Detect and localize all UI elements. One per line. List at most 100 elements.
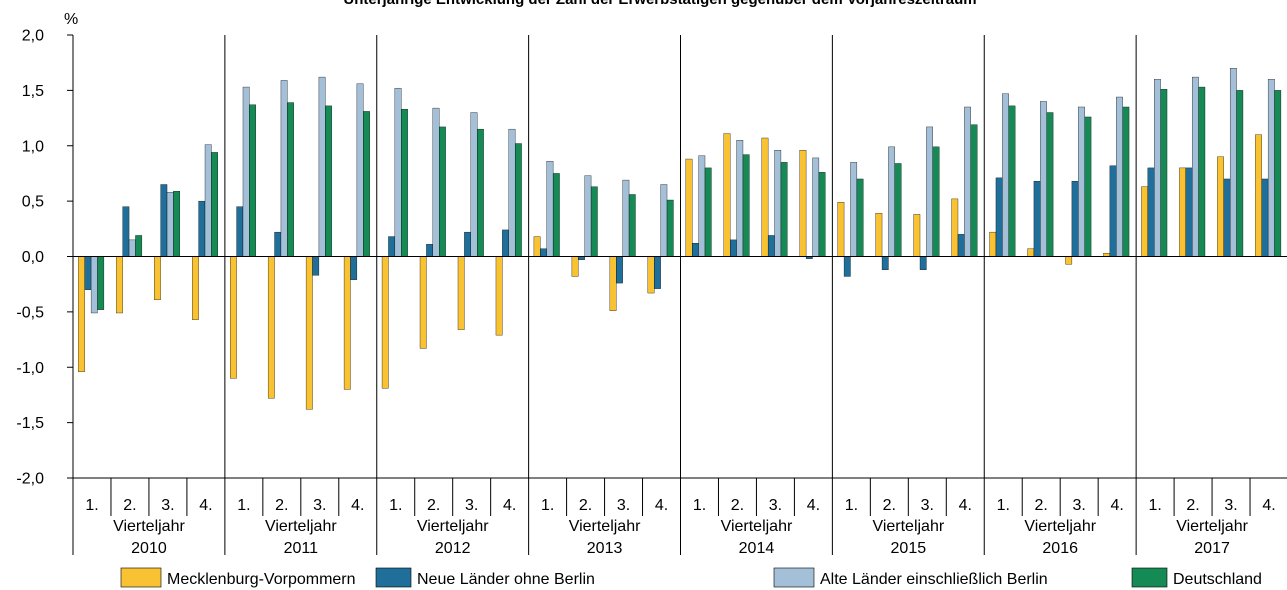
bar [666,199,674,257]
bar [799,150,807,257]
bar [318,76,326,257]
bar [685,158,693,257]
bar [609,256,617,311]
bar [1141,186,1148,257]
year-label: 2012 [435,540,471,557]
bar [1078,106,1085,257]
x-tick-label: 2. [1035,497,1048,514]
bar [356,83,364,257]
bar [211,152,218,257]
bar [116,256,123,314]
x-tick-label: 3. [1073,497,1086,514]
y-tick-label: 1,0 [22,138,44,155]
bar [401,109,408,257]
year-label: 2016 [1042,540,1078,557]
bar [1261,178,1269,257]
bar [78,256,85,372]
bar [698,155,706,257]
bar [1192,76,1199,257]
bar [1160,89,1168,257]
year-label: 2011 [284,540,319,557]
bar [287,102,294,257]
x-tick-label: 1. [845,497,858,514]
x-tick-label: 1. [85,497,98,514]
x-tick-label: 1. [237,497,250,514]
bar [989,231,997,257]
bar [1217,156,1224,257]
bar [850,162,858,257]
bar [1223,178,1231,257]
bar [1033,181,1041,257]
bar [1008,105,1016,257]
bar [230,256,237,379]
bar [881,256,889,270]
y-axis-unit-label: % [64,11,78,28]
bar [919,256,927,270]
bar [432,107,440,257]
bar [692,243,699,257]
bar [470,112,478,257]
bar [736,140,744,257]
bar [622,179,630,257]
bar [1185,167,1193,257]
bar [173,190,181,257]
x-tick-label: 4. [351,497,364,514]
bar [628,194,636,257]
legend: Mecklenburg-Vorpommern Neue Länder ohne B… [120,567,1262,588]
bar [1236,90,1244,257]
bar [280,80,288,257]
y-tick-label: -2,0 [16,471,44,488]
legend-item: Deutschland [1131,567,1262,588]
bar [970,124,978,257]
bar [964,106,971,257]
bar [154,256,161,300]
bar [381,256,389,389]
x-tick-label: 2. [123,497,136,514]
bars-layer [78,68,1282,410]
y-tick-label: 1,5 [22,83,44,100]
legend-item: Alte Länder einschließlich Berlin [773,567,1048,588]
bar [198,200,206,257]
bar [166,192,174,257]
year-label: 2013 [587,540,623,557]
bar [1084,116,1092,257]
bar [767,235,775,257]
y-tick-label: 2,0 [22,28,44,45]
group-caption: Vierteljahr [872,518,944,535]
bar [761,137,769,257]
bar [1109,165,1117,257]
bar [426,244,433,257]
bar [616,256,623,284]
bar [837,202,845,257]
year-label: 2010 [131,540,167,557]
bar [1071,181,1079,257]
bar [128,239,136,257]
group-caption: Vierteljahr [417,518,489,535]
group-caption: Vierteljahr [113,518,185,535]
x-tick-label: 1. [693,497,706,514]
bar [584,175,592,257]
bar [1255,134,1262,257]
bar [305,256,313,410]
legend-label: Mecklenburg-Vorpommern [167,571,356,588]
bar [995,177,1003,257]
bar [1002,93,1009,257]
x-tick-label: 4. [807,497,820,514]
x-tick-label: 2. [275,497,288,514]
group-caption: Vierteljahr [721,518,793,535]
bar [647,256,655,294]
bar [325,105,332,257]
bar [742,154,750,257]
bar [1040,101,1047,257]
bar [388,236,396,257]
x-tick-label: 2. [579,497,592,514]
bar [514,143,522,257]
bar [249,104,256,257]
bar [1116,96,1123,257]
x-tick-label: 3. [161,497,174,514]
bar [856,178,864,257]
bar [913,214,921,257]
x-tick-label: 4. [503,497,516,514]
legend-swatch [1131,567,1168,588]
